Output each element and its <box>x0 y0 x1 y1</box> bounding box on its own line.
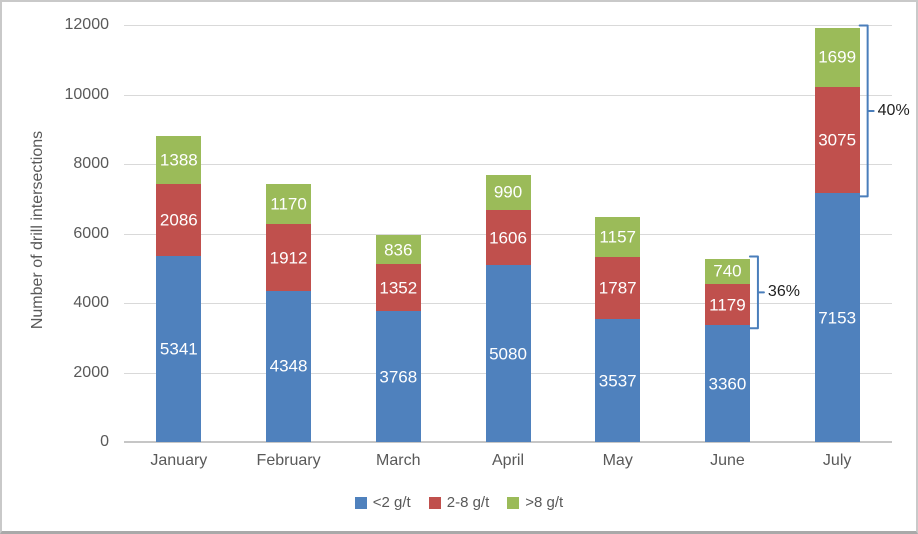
data-label: 5080 <box>489 344 527 364</box>
bar-segment-2gt: 3360 <box>704 325 750 442</box>
data-label: 1699 <box>818 47 857 67</box>
x-axis-tick-label: April <box>491 452 525 469</box>
data-label: 5341 <box>159 339 198 359</box>
data-label: 740 <box>713 261 742 281</box>
bar-segment-8gt: 1170 <box>266 183 312 225</box>
legend-swatch-icon <box>507 496 520 509</box>
y-axis-tick-label: 10000 <box>64 85 110 103</box>
data-label: 1912 <box>269 248 308 268</box>
data-label: 3360 <box>708 374 747 394</box>
data-label: 3537 <box>598 371 637 391</box>
data-label: 1787 <box>598 278 637 298</box>
bar-segment-28gt: 1179 <box>704 284 750 326</box>
data-label: 2086 <box>159 210 198 230</box>
bar-segment-2gt: 7153 <box>814 193 860 442</box>
y-axis-tick-label: 12000 <box>64 16 110 33</box>
data-label: 1606 <box>489 228 527 248</box>
annotation-bracket <box>858 24 875 198</box>
y-axis-tick-label: 2000 <box>73 363 109 381</box>
legend-item: 2-8 g/t <box>428 494 490 511</box>
data-label: 3075 <box>818 130 857 150</box>
bar-segment-8gt: 740 <box>704 258 750 285</box>
data-label: 836 <box>384 240 413 260</box>
bar-segment-28gt: 1912 <box>266 224 312 291</box>
legend-label: >8 g/t <box>525 494 564 511</box>
bar-segment-28gt: 2086 <box>156 183 202 257</box>
bar-segment-8gt: 1388 <box>156 135 202 184</box>
y-axis-tick-label: 4000 <box>73 294 109 311</box>
gridline <box>124 25 892 26</box>
bar-segment-28gt: 1352 <box>375 264 421 312</box>
y-axis-tick-label: 0 <box>100 433 109 450</box>
data-label: 1157 <box>599 227 636 247</box>
y-axis-tick-label: 6000 <box>73 224 109 242</box>
bar-segment-2gt: 3537 <box>595 319 641 442</box>
bar-segment-8gt: 990 <box>485 175 531 210</box>
annotation-bracket <box>748 255 765 330</box>
data-label: 3768 <box>379 367 418 387</box>
x-axis-tick-label: March <box>376 452 421 469</box>
x-axis-tick-label: July <box>822 452 852 469</box>
legend-swatch-icon <box>354 496 367 509</box>
bar-segment-2gt: 5341 <box>156 256 202 442</box>
bar-segment-2gt: 4348 <box>266 290 312 442</box>
x-axis-tick-label: June <box>710 452 745 469</box>
x-axis-line <box>124 441 892 443</box>
legend: <2 g/t 2-8 g/t >8 g/t <box>2 494 916 511</box>
bar-segment-28gt: 3075 <box>814 86 860 194</box>
gridline <box>124 164 892 165</box>
legend-item: <2 g/t <box>354 494 411 511</box>
bar-segment-8gt: 836 <box>375 235 421 265</box>
data-label: 1352 <box>379 278 418 298</box>
annotation-label: 36% <box>767 283 800 301</box>
data-label: 7153 <box>818 308 857 328</box>
data-label: 4348 <box>269 356 308 376</box>
data-label: 1179 <box>709 295 746 315</box>
x-axis-tick-label: May <box>602 452 633 469</box>
data-label: 990 <box>493 182 523 202</box>
bar-segment-2gt: 5080 <box>485 265 531 442</box>
y-axis-tick-label: 8000 <box>73 155 109 172</box>
legend-label: <2 g/t <box>372 494 411 511</box>
gridline <box>124 94 892 96</box>
legend-swatch-icon <box>428 496 441 509</box>
x-axis-tick-label: February <box>256 452 321 469</box>
legend-label: 2-8 g/t <box>446 494 490 511</box>
bar-segment-2gt: 3768 <box>375 311 421 442</box>
data-label: 1388 <box>159 150 198 170</box>
data-label: 1170 <box>270 194 307 214</box>
bar-segment-28gt: 1606 <box>485 209 531 266</box>
bar-segment-28gt: 1787 <box>595 256 641 320</box>
annotation-label: 40% <box>877 101 910 119</box>
legend-item: >8 g/t <box>507 494 563 511</box>
bar-segment-8gt: 1157 <box>595 216 641 257</box>
bar-segment-8gt: 1699 <box>814 27 860 87</box>
x-axis-tick-label: January <box>150 452 208 469</box>
